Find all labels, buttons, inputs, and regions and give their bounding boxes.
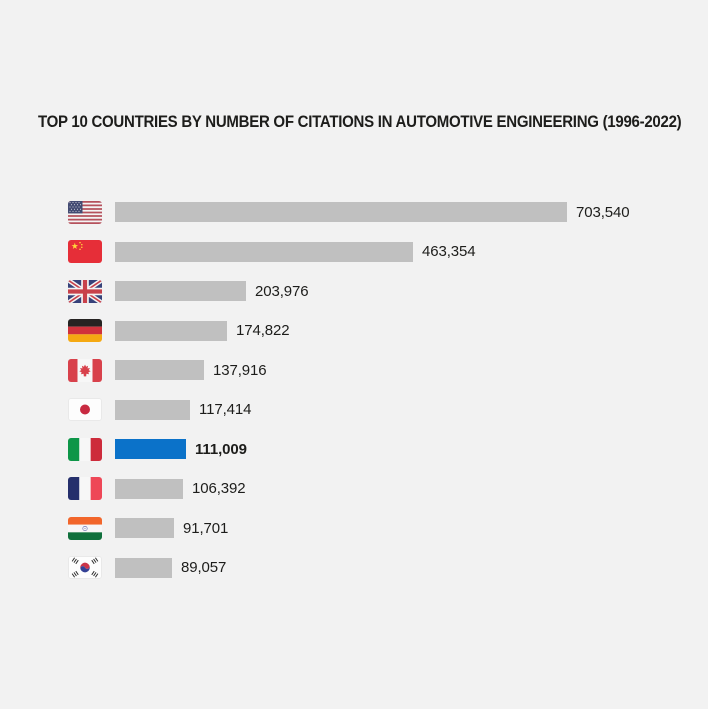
bar-row: 137,916 bbox=[0, 358, 267, 382]
bar-row: 117,414 bbox=[0, 398, 252, 422]
india-flag-icon bbox=[68, 516, 102, 540]
citation-bar bbox=[115, 518, 174, 538]
value-label: 137,916 bbox=[213, 361, 267, 379]
bar-row: 203,976 bbox=[0, 279, 309, 303]
value-label: 174,822 bbox=[236, 322, 290, 339]
citation-bar bbox=[115, 360, 204, 380]
citation-bar bbox=[115, 241, 413, 262]
citation-bar bbox=[115, 281, 246, 301]
citation-bar bbox=[115, 320, 227, 341]
value-label: 111,009 bbox=[195, 440, 247, 458]
bar-row: 111,009 bbox=[0, 437, 247, 461]
citation-bar bbox=[115, 202, 567, 222]
value-label: 203,976 bbox=[255, 282, 309, 300]
italy-flag-icon bbox=[68, 437, 102, 461]
bar-row: 89,057 bbox=[0, 556, 226, 580]
germany-flag-icon bbox=[68, 319, 102, 342]
value-label: 91,701 bbox=[183, 519, 229, 537]
chart-title: TOP 10 COUNTRIES BY NUMBER OF CITATIONS … bbox=[38, 113, 682, 131]
south-korea-flag-icon bbox=[68, 556, 102, 579]
japan-flag-icon bbox=[68, 398, 102, 421]
citation-bar bbox=[115, 478, 183, 499]
france-flag-icon bbox=[68, 477, 102, 500]
bar-row: 106,392 bbox=[0, 477, 246, 501]
bar-row: 174,822 bbox=[0, 319, 290, 343]
value-label: 89,057 bbox=[181, 559, 227, 576]
us-flag-icon bbox=[68, 200, 102, 224]
china-flag-icon bbox=[68, 240, 102, 263]
bar-row: 463,354 bbox=[0, 240, 476, 264]
citation-bar bbox=[115, 557, 172, 578]
bar-row: 91,701 bbox=[0, 516, 228, 540]
canada-flag-icon bbox=[68, 358, 102, 382]
bar-row: 703,540 bbox=[0, 200, 630, 224]
citation-bar bbox=[115, 439, 186, 459]
citation-bar bbox=[115, 399, 190, 420]
value-label: 106,392 bbox=[192, 480, 246, 497]
value-label: 703,540 bbox=[576, 203, 630, 221]
value-label: 117,414 bbox=[199, 401, 252, 418]
uk-flag-icon bbox=[68, 279, 102, 303]
value-label: 463,354 bbox=[422, 243, 476, 260]
